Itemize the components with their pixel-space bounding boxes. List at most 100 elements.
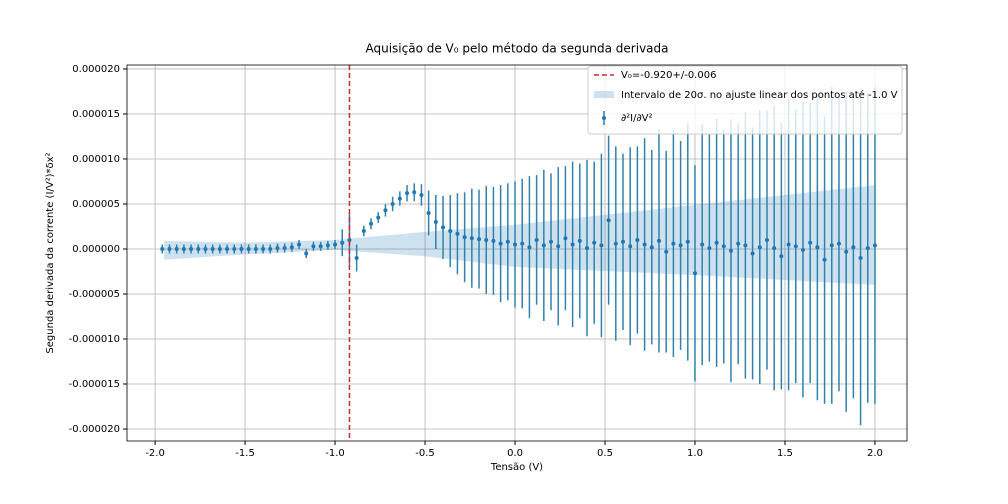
data-point [606, 218, 611, 223]
data-point [462, 235, 467, 240]
x-tick-label: -0.5 [415, 448, 435, 459]
data-point [333, 242, 338, 247]
y-tick-label: -0.000015 [69, 379, 120, 390]
data-point [822, 257, 827, 262]
y-tick-label: -0.000020 [69, 424, 120, 435]
data-point [383, 208, 388, 213]
data-point [297, 242, 302, 247]
data-point [441, 225, 446, 230]
data-point [642, 242, 647, 247]
confidence-band [164, 185, 875, 286]
data-point [844, 249, 849, 254]
data-point [361, 228, 366, 233]
data-point [570, 242, 575, 247]
x-tick-label: 0.5 [597, 448, 613, 459]
data-point [275, 246, 280, 251]
data-point [347, 237, 352, 242]
data-point [750, 251, 755, 256]
data-point [800, 247, 805, 252]
data-point [491, 238, 496, 243]
x-tick-label: -1.5 [235, 448, 255, 459]
data-point [189, 246, 194, 251]
data-point [527, 245, 532, 250]
data-point [513, 242, 518, 247]
data-point [678, 243, 683, 248]
y-tick-label: 0.000000 [72, 244, 120, 255]
data-point [743, 243, 748, 248]
x-axis-label: Tensão (V) [490, 462, 543, 473]
legend-swatch [594, 91, 614, 98]
legend-label: Intervalo de 20σ. no ajuste linear dos p… [621, 89, 898, 101]
data-point [484, 237, 489, 242]
data-point [656, 238, 661, 243]
y-tick-label: -0.000005 [69, 289, 120, 300]
data-point [520, 241, 525, 246]
data-point [649, 245, 654, 250]
data-point [786, 242, 791, 247]
data-point [455, 231, 460, 236]
data-point [728, 248, 733, 253]
data-point [858, 255, 863, 260]
data-point [865, 246, 870, 251]
data-point [203, 246, 208, 251]
data-point [613, 241, 618, 246]
y-axis-label: Segunda derivada da corrente (I/V²)*δx² [45, 152, 56, 353]
data-point [369, 221, 374, 226]
data-point [757, 245, 762, 250]
data-point [390, 201, 395, 206]
data-point [808, 240, 813, 245]
data-point [549, 239, 554, 244]
data-point [671, 241, 676, 246]
data-point [707, 246, 712, 251]
data-point [556, 244, 561, 249]
data-point [577, 238, 582, 243]
data-point [851, 245, 856, 250]
x-tick-label: 1.5 [777, 448, 793, 459]
data-point [253, 246, 258, 251]
data-point [225, 246, 230, 251]
data-point [433, 219, 438, 224]
data-point [210, 246, 215, 251]
data-point [160, 246, 165, 251]
x-tick-label: 0.0 [507, 448, 523, 459]
data-point [836, 241, 841, 246]
data-point [217, 246, 222, 251]
data-point [779, 254, 784, 259]
data-point [376, 215, 381, 220]
data-point [304, 251, 309, 256]
data-point [289, 245, 294, 250]
y-tick-label: 0.000020 [72, 64, 120, 75]
data-point [534, 237, 539, 242]
data-point [167, 246, 172, 251]
data-point [412, 190, 417, 195]
data-point [635, 237, 640, 242]
data-point [261, 246, 266, 251]
chart-title: Aquisição de V₀ pelo método da segunda d… [365, 42, 668, 56]
data-point [664, 249, 669, 254]
x-tick-label: 2.0 [867, 448, 883, 459]
x-tick-label: 1.0 [687, 448, 703, 459]
data-point [311, 244, 316, 249]
data-point [764, 237, 769, 242]
data-point [318, 244, 323, 249]
data-point [621, 239, 626, 244]
data-point [282, 246, 287, 251]
data-point [181, 246, 186, 251]
axes-frame [126, 64, 908, 442]
data-point [239, 246, 244, 251]
data-point [505, 239, 510, 244]
y-tick-label: 0.000005 [72, 199, 120, 210]
data-point [815, 245, 820, 250]
data-point [700, 242, 705, 247]
data-point [692, 271, 697, 276]
data-point [405, 191, 410, 196]
data-point [793, 244, 798, 249]
data-point [426, 210, 431, 215]
data-point [354, 255, 359, 260]
data-point [477, 237, 482, 242]
legend-swatch [602, 116, 606, 120]
data-point [585, 246, 590, 251]
data-point [685, 239, 690, 244]
data-point [419, 192, 424, 197]
data-point [498, 241, 503, 246]
